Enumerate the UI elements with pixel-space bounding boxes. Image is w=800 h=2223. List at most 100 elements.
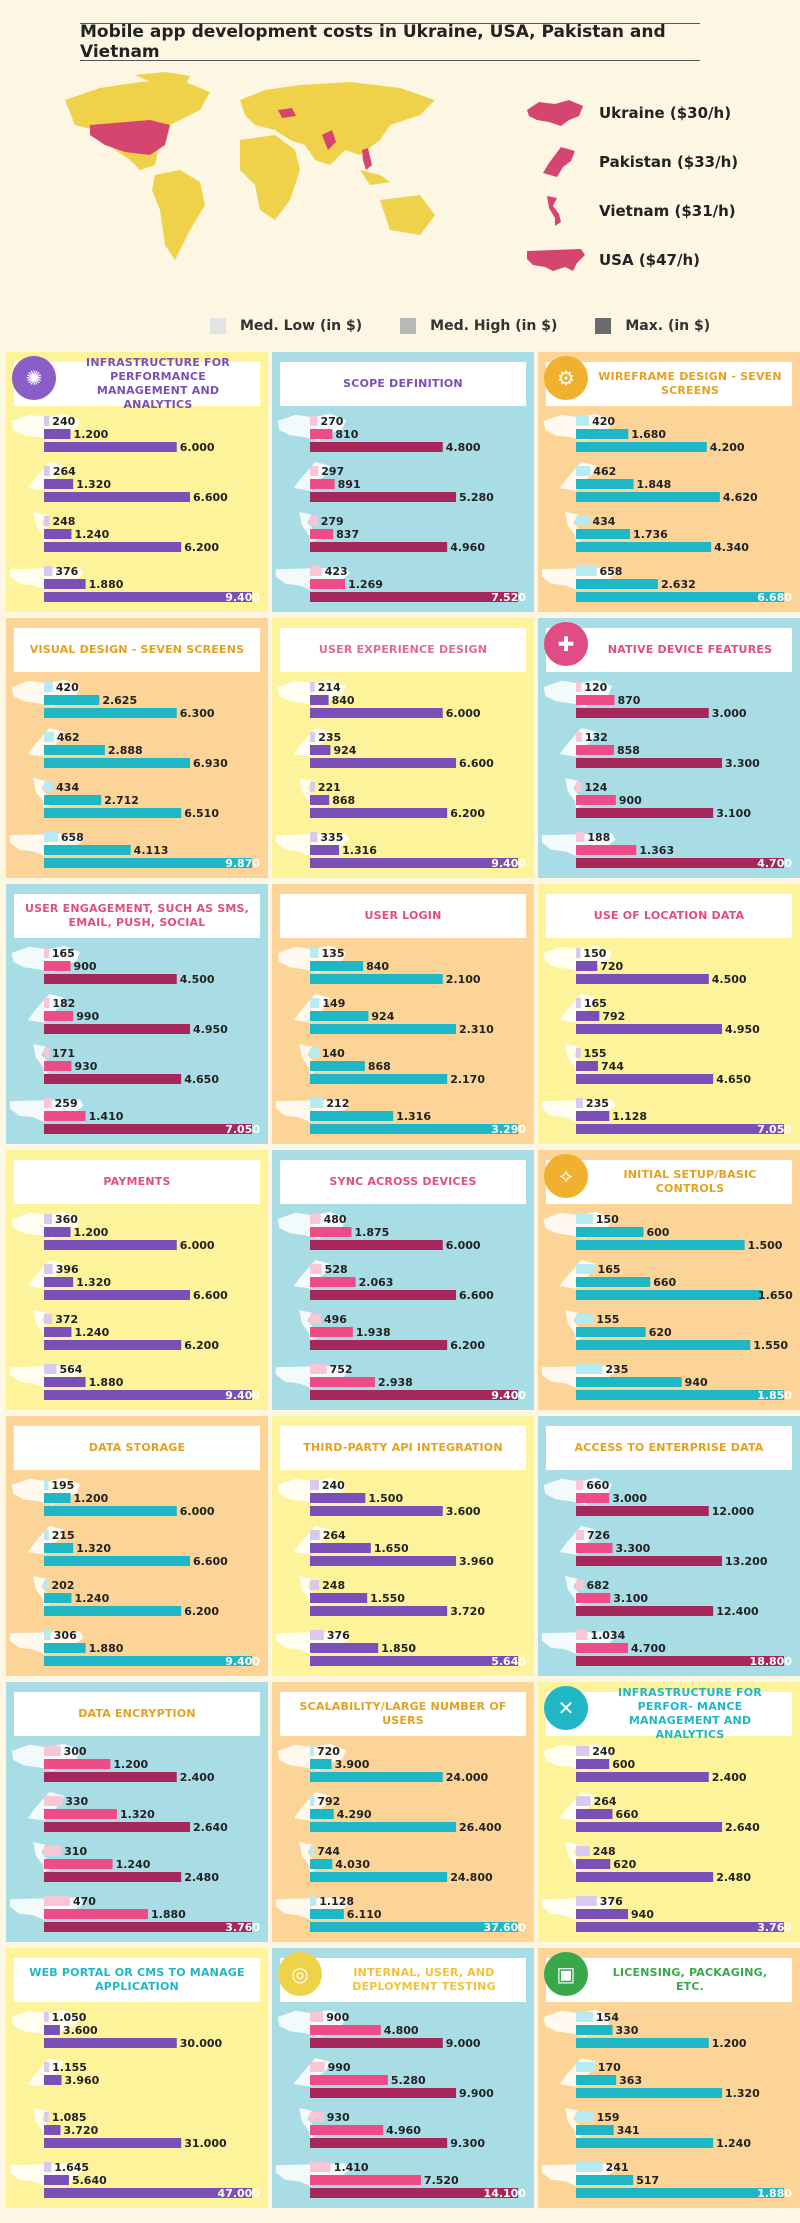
bar-med-high xyxy=(310,1543,371,1553)
bar-med-high xyxy=(310,2125,384,2135)
bar-med-high xyxy=(310,529,334,539)
data-label: 47.000 xyxy=(218,2187,261,2200)
bar-med-low xyxy=(44,1098,52,1108)
bar-med-low xyxy=(44,1530,49,1540)
bar-max xyxy=(44,1024,191,1034)
bar-med-low xyxy=(310,1846,315,1856)
bar-med-high xyxy=(576,1493,610,1503)
data-label: 1.410 xyxy=(89,1110,124,1123)
data-label: 900 xyxy=(74,960,97,973)
chart-panel: INFRASTRUCTURE FOR PERFOR- MANCE MANAGEM… xyxy=(538,1682,800,1942)
data-label: 1.875 xyxy=(354,1226,389,1239)
data-label: 1.848 xyxy=(637,478,672,491)
data-label: 124 xyxy=(584,781,607,794)
data-label: 5.640 xyxy=(491,1655,526,1668)
data-label: 170 xyxy=(598,2061,621,2074)
data-label: 155 xyxy=(584,1047,607,1060)
bar-med-high xyxy=(576,961,598,971)
data-label: 6.000 xyxy=(180,1505,215,1518)
bar-med-high xyxy=(310,1111,394,1121)
bar-med-low xyxy=(310,1314,321,1324)
bar-max xyxy=(576,708,709,718)
data-label: 2.400 xyxy=(712,1771,747,1784)
chart-title: THIRD-PARTY API INTEGRATION xyxy=(280,1426,526,1470)
data-label: 4.700 xyxy=(631,1642,666,1655)
pakistan-map-icon xyxy=(559,1526,596,1555)
data-label: 870 xyxy=(618,694,641,707)
bar-med-low xyxy=(44,2012,49,2022)
data-label: 13.200 xyxy=(725,1555,768,1568)
bar-med-high xyxy=(576,1061,598,1071)
bar-med-high xyxy=(310,1493,366,1503)
bar-max xyxy=(576,1240,745,1250)
data-label: 396 xyxy=(56,1263,79,1276)
bar-med-low xyxy=(576,1480,584,1490)
bar-med-low xyxy=(310,1796,315,1806)
data-label: 240 xyxy=(322,1479,345,1492)
bar-max xyxy=(44,1390,252,1400)
data-label: 924 xyxy=(371,1010,394,1023)
bar-med-high xyxy=(310,1643,379,1653)
bar-chart: 300 1.200 2.400 330 1.320 2.640 310 1.240 2.480 4… xyxy=(9,1743,260,1934)
data-label: 7.520 xyxy=(491,591,526,604)
data-label: 6.600 xyxy=(193,491,228,504)
data-label: 1.200 xyxy=(712,2037,747,2050)
data-label: 1.500 xyxy=(748,1239,783,1252)
data-label: 9.400 xyxy=(225,1655,260,1668)
bar-max xyxy=(310,592,518,602)
bar-med-high xyxy=(310,2175,421,2185)
data-label: 1.240 xyxy=(74,1592,109,1605)
bar-med-low xyxy=(310,1098,324,1108)
bar-max xyxy=(310,858,518,868)
bar-max xyxy=(310,1922,518,1932)
bar-med-low xyxy=(310,1580,320,1590)
chart-title: WEB PORTAL OR CMS TO MANAGE APPLICATION xyxy=(14,1958,260,2002)
chart-title: USER LOGIN xyxy=(280,894,526,938)
data-label: 726 xyxy=(587,1529,610,1542)
data-label: 600 xyxy=(646,1226,669,1239)
data-label: 3.600 xyxy=(446,1505,481,1518)
chart-panel: NATIVE DEVICE FEATURES ✚ 120 870 3.000 132 858… xyxy=(538,618,800,878)
data-label: 420 xyxy=(56,681,79,694)
chart-panel: PAYMENTS 360 1.200 6.000 396 1.320 6.600 372 1.2… xyxy=(6,1150,268,1410)
bar-med-high xyxy=(44,1061,72,1071)
data-label: 306 xyxy=(54,1629,77,1642)
data-label: 150 xyxy=(596,1213,619,1226)
data-label: 462 xyxy=(593,465,616,478)
data-label: 372 xyxy=(55,1313,78,1326)
data-label: 620 xyxy=(649,1326,672,1339)
bar-max xyxy=(576,1606,714,1616)
pakistan-map-icon xyxy=(293,994,330,1023)
data-label: 154 xyxy=(596,2011,619,2024)
data-label: 6.000 xyxy=(180,1239,215,1252)
bar-med-high xyxy=(44,1809,118,1819)
bar-med-low xyxy=(44,682,53,692)
data-label: 4.950 xyxy=(725,1023,760,1036)
data-label: 3.000 xyxy=(712,707,747,720)
bar-med-low xyxy=(44,466,50,476)
bar-med-high xyxy=(576,2025,613,2035)
bar-max xyxy=(44,442,177,452)
bar-med-high xyxy=(44,961,71,971)
bar-max xyxy=(310,1872,448,1882)
data-label: 792 xyxy=(602,1010,625,1023)
data-label: 462 xyxy=(57,731,80,744)
bar-max xyxy=(310,2188,518,2198)
bar-max xyxy=(310,808,448,818)
pakistan-map-icon xyxy=(543,146,575,177)
bar-max xyxy=(310,2038,443,2048)
data-label: 620 xyxy=(613,1858,636,1871)
share-icon: ⟡ xyxy=(544,1154,588,1198)
bar-max xyxy=(576,1556,723,1566)
bar-med-low xyxy=(310,1530,320,1540)
bar-max xyxy=(310,1606,448,1616)
data-label: 9.400 xyxy=(491,1389,526,1402)
bar-med-low xyxy=(44,516,50,526)
data-label: 990 xyxy=(76,1010,99,1023)
bar-med-high xyxy=(576,745,614,755)
bar-max xyxy=(576,1922,784,1932)
bar-max xyxy=(44,1240,177,1250)
